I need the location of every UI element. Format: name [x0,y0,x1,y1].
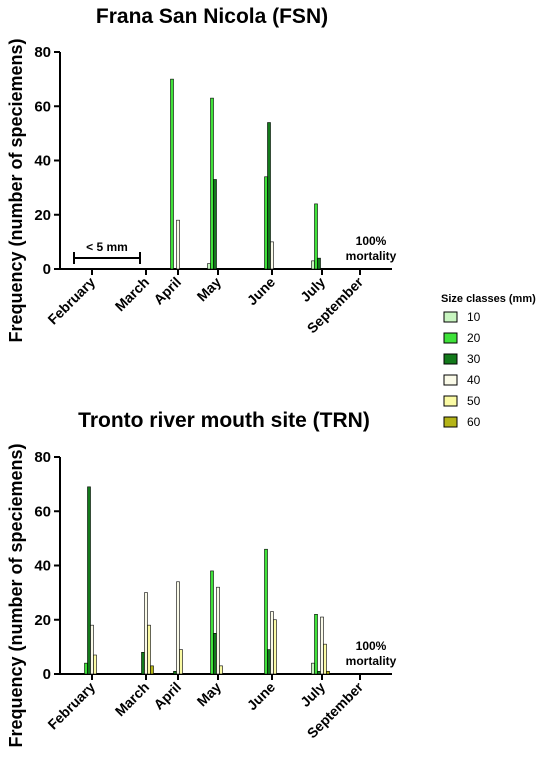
bar [323,643,327,675]
bar [314,203,318,270]
bar [264,176,268,270]
bar [320,616,324,675]
bar [210,570,214,675]
x-tick-label: May [194,679,225,710]
legend-label: 20 [467,331,481,345]
bar [179,649,183,675]
y-tick-label: 60 [34,503,51,520]
legend-label: 10 [467,310,481,324]
legend: Size classes (mm) 10 20 30 40 50 60 [441,293,536,429]
bar [270,241,274,270]
legend-title: Size classes (mm) [441,293,536,305]
chart-panel-2: Tronto river mouth site (TRN) Frequency (… [6,409,397,748]
bar [176,219,180,270]
x-tick-label: February [44,274,98,328]
y-axis-label: Frequency (number of speciemens) [6,38,26,342]
bar [90,624,94,675]
x-tick-label: March [112,679,152,719]
bar [144,592,148,675]
mortality-note: 100% [356,639,387,653]
y-axis-label: Frequency (number of speciemens) [6,443,26,747]
bar [93,654,97,675]
x-tick-label: April [150,274,184,308]
bar [311,662,315,675]
bar [314,614,318,675]
bracket-label: < 5 mm [86,240,128,254]
bar [216,586,220,675]
legend-swatch [443,416,458,428]
bar [84,662,88,675]
x-tick-label: May [194,274,225,305]
legend-label: 60 [467,415,481,429]
bar [273,619,277,675]
legend-label: 50 [467,394,481,408]
chart-title: Frana San Nicola (FSN) [96,5,328,28]
legend-label: 40 [467,373,481,387]
x-tick-label: July [297,679,328,710]
bar [267,122,271,270]
bar [210,97,214,270]
bar [150,665,154,675]
bar [170,78,174,270]
legend-swatch [443,311,458,323]
bar [270,611,274,675]
y-tick-label: 20 [34,612,51,629]
chart-title: Tronto river mouth site (TRN) [78,409,370,432]
x-tick-label: February [44,679,98,733]
y-tick-label: 0 [43,261,51,278]
x-tick-label: April [150,679,184,713]
bar [267,649,271,675]
legend-swatch [443,374,458,386]
bar [147,624,151,675]
y-tick-label: 20 [34,207,51,224]
bar [326,670,330,675]
bar [141,651,145,675]
x-tick-label: March [112,274,152,314]
bar [317,670,321,675]
bar [311,260,315,270]
legend-label: 30 [467,352,481,366]
bar [317,257,321,270]
bar [207,263,211,270]
mortality-note: mortality [346,654,397,668]
y-tick-label: 0 [43,666,51,683]
bar [213,179,217,270]
y-tick-label: 80 [34,449,51,466]
bar [213,633,217,675]
bar [264,548,268,675]
chart-panel-1: Frana San Nicola (FSN) Frequency (number … [6,5,397,343]
y-tick-label: 60 [34,98,51,115]
bar [219,665,223,675]
mortality-note: mortality [346,249,397,263]
bar [176,581,180,675]
legend-swatch [443,395,458,407]
legend-swatch [443,353,458,365]
y-tick-label: 40 [34,558,51,575]
bar [173,670,177,675]
x-tick-label: June [244,274,279,309]
x-tick-label: June [244,679,279,714]
y-tick-label: 40 [34,153,51,170]
bar [87,486,91,675]
legend-swatch [443,332,458,344]
y-tick-label: 80 [34,44,51,61]
mortality-note: 100% [356,234,387,248]
x-tick-label: July [297,274,328,305]
